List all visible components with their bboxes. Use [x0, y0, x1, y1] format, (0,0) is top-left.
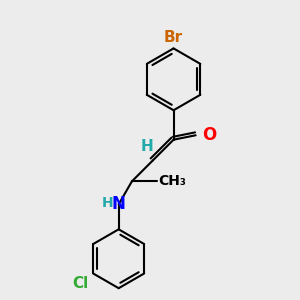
Text: Cl: Cl	[73, 276, 89, 291]
Text: H: H	[141, 139, 154, 154]
Text: Br: Br	[164, 30, 183, 45]
Text: O: O	[202, 126, 216, 144]
Text: N: N	[112, 195, 126, 213]
Text: H: H	[102, 196, 113, 210]
Text: CH₃: CH₃	[158, 174, 186, 188]
